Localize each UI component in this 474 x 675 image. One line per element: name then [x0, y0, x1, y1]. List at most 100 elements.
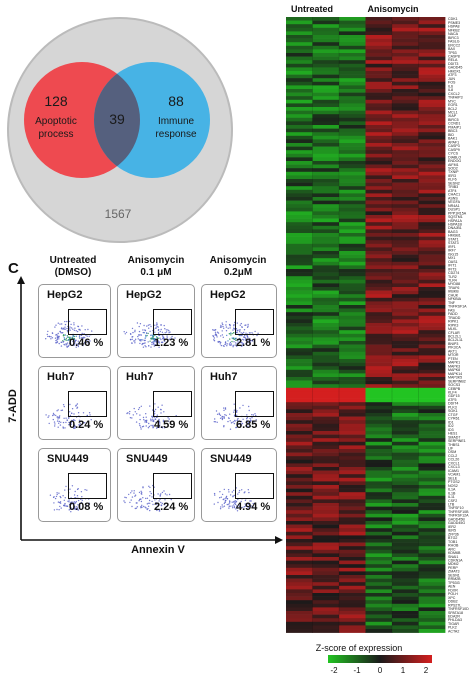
- heatmap-cell: [339, 45, 366, 50]
- heatmap-cell: [392, 585, 419, 590]
- heatmap-cell: [339, 445, 366, 450]
- heatmap-cell: [312, 143, 340, 147]
- scatter-dot: [233, 409, 235, 411]
- heatmap-cell: [418, 344, 446, 349]
- heatmap-cell: [312, 24, 340, 29]
- heatmap-cell: [418, 445, 446, 450]
- heatmap-cell: [392, 45, 419, 50]
- heatmap-cell: [365, 225, 393, 230]
- scatter-dot: [86, 339, 88, 341]
- scatter-dot: [152, 425, 154, 427]
- scatter-dot: [81, 424, 83, 426]
- scatter-dot: [213, 329, 215, 331]
- scatter-dot: [242, 338, 244, 341]
- heatmap-cell: [365, 168, 393, 173]
- heatmap-cell: [392, 456, 419, 461]
- heatmap-cell: [339, 330, 366, 335]
- scatter-dot: [156, 509, 158, 512]
- heatmap-cell: [418, 625, 446, 630]
- scatter-dot: [56, 335, 59, 337]
- heatmap-cell: [392, 218, 419, 223]
- scatter-dot: [253, 421, 255, 423]
- heatmap-cell: [339, 92, 366, 97]
- gene-label: XIAP: [448, 114, 457, 118]
- heatmap-cell: [339, 67, 366, 72]
- heatmap-cell: [365, 582, 393, 587]
- gene-label: TIGAR: [448, 622, 459, 626]
- heatmap-cell: [392, 74, 419, 79]
- gate-box: [153, 309, 192, 335]
- scatter-dot: [77, 412, 80, 414]
- gene-label: PTEN: [448, 357, 458, 361]
- heatmap-cell: [286, 254, 313, 259]
- heatmap-cell: [392, 229, 419, 234]
- scatter-dot: [156, 503, 158, 506]
- heatmap-cell: [418, 366, 446, 371]
- heatmap-cell: [339, 31, 366, 36]
- heatmap-cell: [339, 362, 366, 367]
- heatmap-cell: [365, 380, 393, 385]
- scatter-dot: [227, 327, 229, 329]
- heatmap-cell: [418, 125, 446, 129]
- heatmap-cell: [418, 146, 446, 151]
- scatter-dot: [73, 425, 75, 428]
- gene-label: AKT1: [448, 349, 457, 353]
- scatter-dot: [226, 343, 228, 345]
- scatter-dot: [216, 336, 218, 338]
- heatmap-cell: [312, 78, 340, 83]
- scatter-dot: [132, 331, 134, 334]
- scatter-dot: [213, 503, 215, 505]
- scale-ticks: -2 -1 0 1 2: [330, 666, 428, 675]
- heatmap-cell: [312, 290, 340, 295]
- heatmap-cell: [339, 323, 366, 327]
- heatmap-cell: [392, 146, 419, 151]
- heatmap-cell: [339, 182, 366, 187]
- scatter-dot: [219, 417, 222, 419]
- heatmap-cell: [392, 409, 419, 414]
- scatter-dot: [164, 328, 166, 330]
- heatmap-cell: [339, 539, 366, 543]
- gene-label: BBC3: [448, 129, 457, 133]
- heatmap-cell: [365, 117, 393, 122]
- heatmap-cell: [365, 17, 393, 21]
- heatmap-cell: [286, 463, 313, 468]
- heatmap-cell: [418, 56, 446, 61]
- heatmap-cell: [365, 560, 393, 565]
- scatter-dot: [228, 491, 230, 493]
- heatmap-cell: [392, 402, 419, 407]
- heatmap-cell: [418, 373, 446, 378]
- cell-line-label: HepG2: [210, 289, 246, 301]
- gene-label: RPS27L: [448, 603, 461, 607]
- gene-label: TNFRSF12A: [448, 514, 469, 518]
- heatmap-cell: [286, 517, 313, 522]
- scatter-dot: [131, 327, 134, 330]
- scatter-dot: [73, 427, 75, 429]
- scatter-dot: [225, 326, 228, 328]
- scatter-dot: [239, 331, 241, 333]
- heatmap-cell: [392, 269, 419, 273]
- scatter-dot: [65, 343, 67, 345]
- heatmap-cell: [365, 251, 393, 255]
- heatmap-cell: [339, 189, 366, 194]
- scatter-dot: [237, 417, 239, 420]
- gene-label: XPC: [448, 596, 456, 600]
- scatter-dot: [148, 425, 151, 428]
- heatmap-cell: [365, 132, 393, 137]
- heatmap-cell: [418, 31, 446, 36]
- scatter-dot: [136, 413, 138, 415]
- scatter-dot: [220, 506, 222, 508]
- heatmap-cell: [339, 17, 366, 21]
- heatmap-cell: [365, 330, 393, 335]
- scatter-dot: [72, 419, 74, 422]
- scatter-dot: [252, 414, 255, 416]
- heatmap-cell: [339, 114, 366, 119]
- scatter-dot: [152, 342, 155, 345]
- heatmap-cell: [392, 276, 419, 281]
- heatmap-cell: [339, 89, 366, 93]
- heatmap-cell: [312, 589, 340, 594]
- heatmap-cell: [286, 564, 313, 569]
- heatmap-cell: [365, 110, 393, 115]
- scatter-dot: [158, 509, 161, 511]
- venn-apoptotic-count: 128: [44, 93, 68, 109]
- heatmap-cell: [339, 103, 366, 108]
